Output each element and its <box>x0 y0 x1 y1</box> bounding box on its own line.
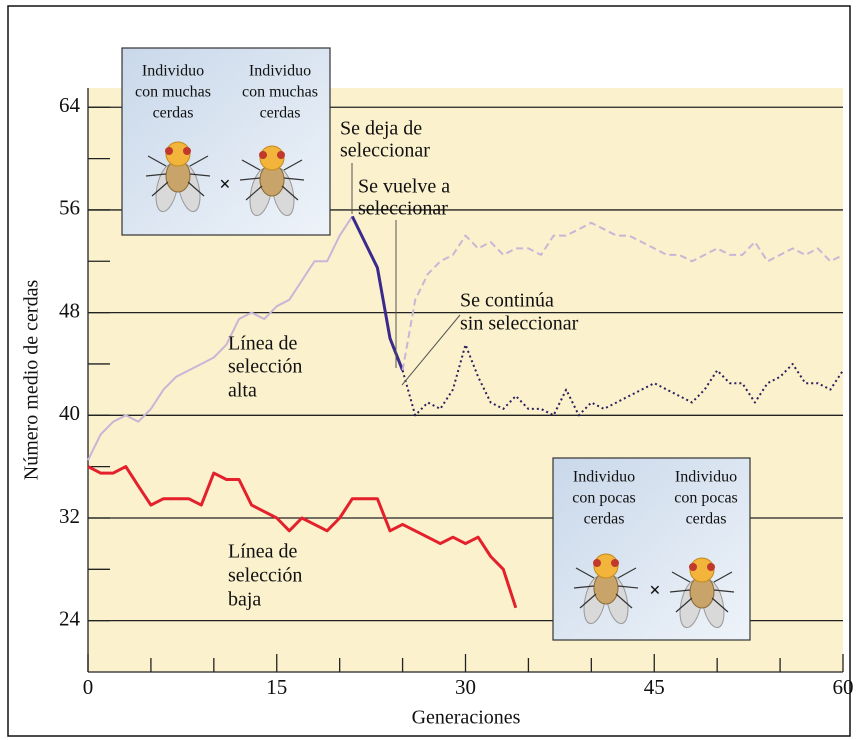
inset-label: con pocas <box>674 490 738 507</box>
x-tick-label: 45 <box>644 675 665 699</box>
annotation: baja <box>228 589 261 611</box>
inset: Individuo con muchas cerdas Individuo co… <box>121 47 331 236</box>
inset-label: con pocas <box>572 490 636 507</box>
cross-symbol: × <box>649 580 660 602</box>
annotations: Se deja de seleccionar Se vuelve a selec… <box>228 118 579 611</box>
data-line <box>350 215 404 371</box>
annotation: selección <box>228 356 302 378</box>
annotation: sin seleccionar <box>460 313 579 335</box>
annotation: Se deja de <box>340 118 422 140</box>
y-tick-label: 40 <box>59 401 80 425</box>
y-tick-label: 64 <box>59 93 81 117</box>
y-tick-label: 32 <box>59 504 80 528</box>
x-tick-label: 15 <box>266 675 287 699</box>
annotation: Línea de <box>228 333 298 355</box>
inset-label: Individuo <box>675 469 737 486</box>
y-tick-label: 56 <box>59 196 80 220</box>
data-line <box>401 343 844 417</box>
data-line <box>87 465 518 609</box>
annotation: Línea de <box>228 541 298 563</box>
y-axis-title: Número medio de cerdas <box>21 280 43 481</box>
annotation: Se continúa <box>460 290 554 312</box>
inset-label: cerdas <box>260 105 301 122</box>
annotation: seleccionar <box>340 140 430 162</box>
x-tick-label: 60 <box>833 675 854 699</box>
inset-label: Individuo <box>142 63 204 80</box>
inset: Individuo con pocas cerdas Individuo con… <box>552 457 751 641</box>
frame <box>7 5 851 737</box>
x-tick-label: 30 <box>455 675 476 699</box>
y-tick-label: 24 <box>59 606 81 630</box>
inset-label: cerdas <box>686 511 727 528</box>
inset-label: Individuo <box>249 63 311 80</box>
x-axis-title: Generaciones <box>412 707 521 729</box>
inset-label: cerdas <box>153 105 194 122</box>
annotation: Se vuelve a <box>358 176 450 198</box>
inset-label: Individuo <box>573 469 635 486</box>
inset-label: con muchas <box>242 84 318 101</box>
annotation: selección <box>228 565 302 587</box>
leader-line <box>401 314 461 386</box>
data-line <box>87 215 354 461</box>
cross-symbol: × <box>219 174 230 196</box>
annotation: alta <box>228 380 257 402</box>
inset-label: cerdas <box>584 511 625 528</box>
inset-label: con muchas <box>135 84 211 101</box>
x-tick-label: 0 <box>83 675 94 699</box>
data-line <box>401 221 844 371</box>
annotation: seleccionar <box>358 198 448 220</box>
y-tick-label: 48 <box>59 298 80 322</box>
